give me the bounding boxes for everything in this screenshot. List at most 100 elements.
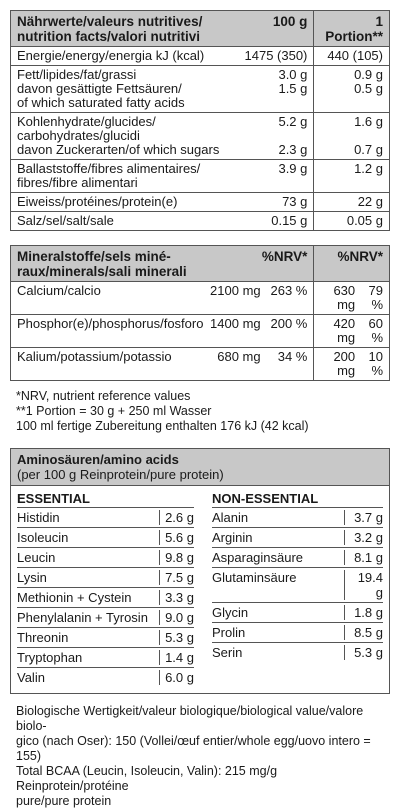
nutrient-label: Salz/sel/salt/sale xyxy=(11,212,235,230)
value-100g: 5.2 g 2.3 g xyxy=(235,113,315,159)
amino-row: Methionin + Cystein 3.3 g xyxy=(17,588,194,608)
header-line: Mineralstoffe/sels miné- xyxy=(17,249,171,264)
footnote-line: **1 Portion = 30 g + 250 ml Wasser xyxy=(16,404,212,418)
mineral-row: Calcium/calcio 2100 mg 263 % 630 mg 79 % xyxy=(11,282,389,315)
footer-line: gico (nach Oser): 150 (Vollei/œuf entier… xyxy=(16,734,371,763)
header-line: raux/minerals/sali minerali xyxy=(17,264,187,279)
value-100g-line: 3.0 g xyxy=(278,67,308,82)
value-portion-line xyxy=(314,96,383,110)
mineral-mg-100g: 680 mg xyxy=(217,349,261,364)
value-100g: 0.15 g xyxy=(235,212,315,230)
nutrition-table: Nährwerte/valeurs nutritives/ nutrition … xyxy=(10,10,390,231)
amino-name: Tryptophan xyxy=(17,650,160,665)
amino-value: 2.6 g xyxy=(165,510,194,525)
footnotes: *NRV, nutrient reference values **1 Porti… xyxy=(16,389,390,434)
mineral-mg-portion: 420 mg xyxy=(333,316,356,345)
header-line: nutrition facts/valori nutritivi xyxy=(17,29,201,44)
nutrition-row: Kohlenhydrate/glucides/carbohydrates/glu… xyxy=(11,113,389,160)
nutrition-row: Fett/lipides/fat/grassi davon gesättigte … xyxy=(11,66,389,113)
nutrition-header-label: Nährwerte/valeurs nutritives/ nutrition … xyxy=(11,11,235,46)
value-100g-line: 5.2 g xyxy=(278,114,308,129)
minerals-header-label: Mineralstoffe/sels miné- raux/minerals/s… xyxy=(11,246,235,281)
value-portion: 0.05 g xyxy=(314,212,389,230)
minerals-table: Mineralstoffe/sels miné- raux/minerals/s… xyxy=(10,245,390,381)
value-portion: 0.9 g 0.5 g xyxy=(314,66,389,112)
mineral-pct-100g: 200 % xyxy=(264,315,315,347)
mineral-pct-100g: 263 % xyxy=(264,282,315,314)
amino-value: 6.0 g xyxy=(165,670,194,685)
amino-title: Aminosäuren/amino acids xyxy=(17,452,179,467)
amino-row: Prolin 8.5 g xyxy=(211,623,383,643)
mineral-pct-portion: 10 % xyxy=(368,349,383,378)
value-portion-line xyxy=(314,176,383,190)
nutrient-label-line: carbohydrates/glucidi xyxy=(17,128,140,143)
footer-notes: Biologische Wertigkeit/valeur biologique… xyxy=(16,704,390,809)
nutrient-label-line: Fett/lipides/fat/grassi xyxy=(17,67,137,82)
amino-name: Lysin xyxy=(17,570,160,585)
mineral-mg-portion: 630 mg xyxy=(333,283,356,312)
nutrient-label-line: fibres/fibre alimentari xyxy=(17,175,138,190)
value-100g: 3.9 g xyxy=(235,160,315,192)
nutrient-label: Kohlenhydrate/glucides/carbohydrates/glu… xyxy=(11,113,235,159)
value-100g: 1475 (350) xyxy=(235,47,315,65)
amino-value: 1.4 g xyxy=(165,650,194,665)
mineral-pct-portion: 79 % xyxy=(368,283,383,312)
nutrition-row: Eiweiss/protéines/protein(e) 73 g 22 g xyxy=(11,193,389,212)
nutrient-label: Fett/lipides/fat/grassi davon gesättigte … xyxy=(11,66,235,112)
value-100g-line: 2.3 g xyxy=(278,142,308,157)
amino-name: Methionin + Cystein xyxy=(17,590,160,605)
mineral-row: Phosphor(e)/phosphorus/fosforo 1400 mg 200… xyxy=(11,315,389,348)
amino-row: Phenylalanin + Tyrosin 9.0 g xyxy=(17,608,194,628)
value-100g-line xyxy=(235,129,308,143)
amino-name: Leucin xyxy=(17,550,160,565)
value-100g-line xyxy=(235,96,308,110)
amino-value: 9.0 g xyxy=(165,610,194,625)
footer-line: Total BCAA (Leucin, Isoleucin, Valin): 2… xyxy=(16,764,278,793)
amino-row: Lysin 7.5 g xyxy=(17,568,194,588)
amino-value: 5.3 g xyxy=(165,630,194,645)
mineral-mg-portion: 200 mg xyxy=(333,349,356,378)
amino-row: Glutaminsäure 19.4 g xyxy=(211,568,383,603)
footnote-line: *NRV, nutrient reference values xyxy=(16,389,191,403)
value-portion: 1.6 g 0.7 g xyxy=(314,113,389,159)
value-portion-line: 1.2 g xyxy=(354,161,383,176)
amino-name: Prolin xyxy=(212,625,345,640)
essential-title: ESSENTIAL xyxy=(17,491,90,506)
amino-acids-table: Aminosäuren/amino acids (per 100 g Reinp… xyxy=(10,448,390,694)
amino-value: 19.4 g xyxy=(357,570,383,600)
footer-line: Biologische Wertigkeit/valeur biologique… xyxy=(16,704,364,733)
nutrient-label-line: Energie/energy/energia kJ (kcal) xyxy=(17,48,205,63)
amino-name: Histidin xyxy=(17,510,160,525)
value-portion-line: 0.5 g xyxy=(354,81,383,96)
nutrient-label: Eiweiss/protéines/protein(e) xyxy=(11,193,235,211)
amino-name: Glutaminsäure xyxy=(212,570,345,600)
amino-row: Asparaginsäure 8.1 g xyxy=(211,548,383,568)
value-100g: 73 g xyxy=(235,193,315,211)
col-nrv-header: %NRV* xyxy=(235,246,315,281)
value-100g-line: 3.9 g xyxy=(278,161,308,176)
value-portion-line: 440 (105) xyxy=(327,48,383,63)
value-portion: 22 g xyxy=(314,193,389,211)
col-portion-header: 1 Portion** xyxy=(325,14,383,44)
nutrition-header: Nährwerte/valeurs nutritives/ nutrition … xyxy=(11,11,389,47)
amino-value: 3.7 g xyxy=(354,510,383,525)
value-portion-line: 0.05 g xyxy=(346,213,383,228)
amino-value: 9.8 g xyxy=(165,550,194,565)
amino-name: Threonin xyxy=(17,630,160,645)
amino-row: Alanin 3.7 g xyxy=(211,508,383,528)
value-portion: 1.2 g xyxy=(314,160,389,192)
value-100g-line xyxy=(235,176,308,190)
mineral-pct-portion: 60 % xyxy=(368,316,383,345)
col-nrv-portion-header: %NRV* xyxy=(337,249,383,264)
nutrient-label-line: Salz/sel/salt/sale xyxy=(17,213,114,228)
amino-name: Isoleucin xyxy=(17,530,160,545)
amino-value: 8.5 g xyxy=(354,625,383,640)
mineral-row: Kalium/potassium/potassio 680 mg 34 % 200 m… xyxy=(11,348,389,380)
value-portion-line xyxy=(314,129,383,143)
value-100g: 3.0 g 1.5 g xyxy=(235,66,315,112)
amino-value: 8.1 g xyxy=(354,550,383,565)
amino-row: Leucin 9.8 g xyxy=(17,548,194,568)
nutrition-row: Energie/energy/energia kJ (kcal) 1475 (35… xyxy=(11,47,389,66)
value-100g-line: 1475 (350) xyxy=(244,48,308,63)
amino-value: 3.2 g xyxy=(354,530,383,545)
